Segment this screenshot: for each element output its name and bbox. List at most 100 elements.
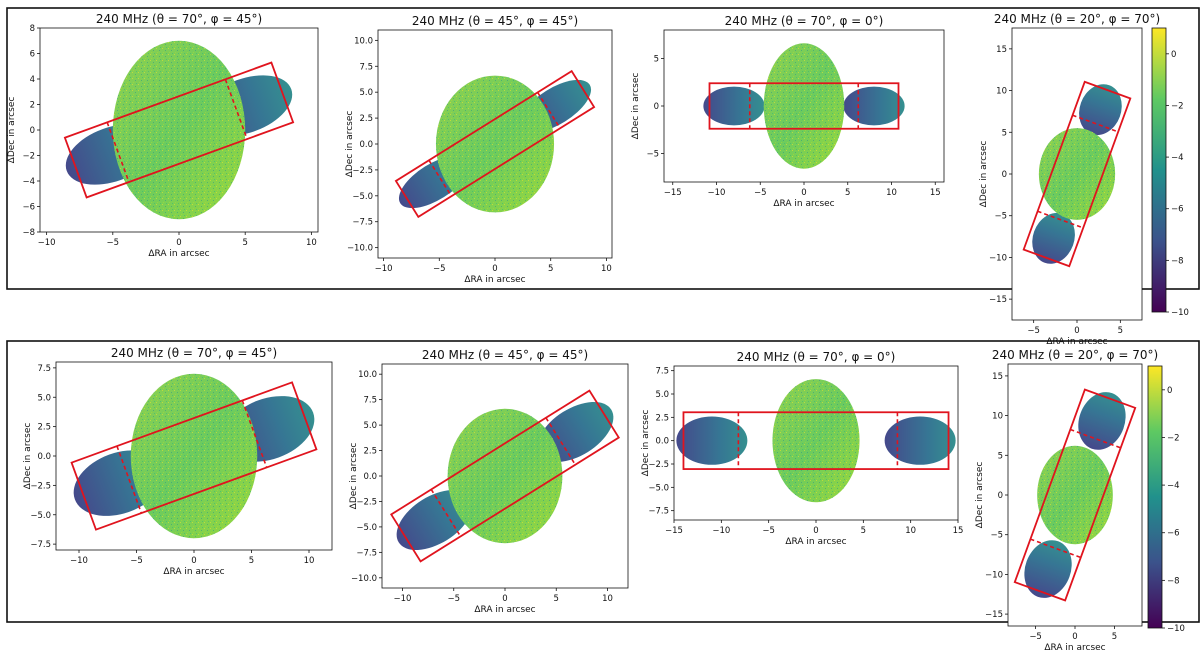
x-tick-label: 0: [191, 556, 196, 566]
lobe-left: [703, 86, 765, 126]
y-tick-label: 0: [654, 102, 659, 112]
panel-6: −10 −5 0 5 10 10.0 7.5 5.0 2.5 0.0 −2.5 −5.0 −7.5 −10…: [349, 348, 629, 615]
y-tick-label: −4: [22, 177, 35, 187]
y-axis-label: ΔDec in arcsec: [349, 443, 359, 510]
y-tick-label: −8: [22, 228, 35, 238]
band-divider: [116, 445, 143, 514]
x-tick-label: 15: [953, 526, 964, 536]
y-tick-label: 15: [996, 45, 1007, 55]
x-axis-label: ΔRA in arcsec: [785, 537, 846, 547]
body-texture: [130, 373, 258, 539]
y-tick-label: 5.0: [363, 421, 377, 431]
colorbar-tick-label: 0: [1171, 50, 1176, 60]
y-tick-label: 2.5: [359, 114, 373, 124]
y-tick-label: −7.5: [648, 507, 669, 517]
y-tick-label: 2.5: [655, 413, 669, 423]
panel-2: −10 −5 0 5 10 10.0 7.5 5.0 2.5 0.0 −2.5 −5.0 −7.5 −10…: [345, 14, 613, 285]
colorbar-tick-label: −8: [1171, 256, 1184, 266]
band-divider: [1070, 428, 1121, 449]
jet-region-box: [63, 61, 295, 199]
panel-5: −10 −5 0 5 10 7.5 5.0 2.5 0.0 −2.5 −5.0 −7.5 240 MHz…: [23, 346, 333, 577]
x-axis-label: ΔRA in arcsec: [773, 199, 834, 209]
y-axis-label: ΔDec in arcsec: [23, 423, 33, 490]
panel-title: 240 MHz (θ = 45°, φ = 45°): [422, 348, 588, 362]
y-tick-label: −7.5: [30, 540, 51, 550]
panel-title: 240 MHz (θ = 20°, φ = 70°): [994, 12, 1160, 26]
y-tick-label: 2.5: [363, 447, 377, 457]
y-tick-label: 15: [992, 372, 1003, 382]
x-axis-label: ΔRA in arcsec: [464, 275, 525, 285]
panel-title: 240 MHz (θ = 70°, φ = 45°): [111, 346, 277, 360]
x-tick-label: 0: [813, 526, 818, 536]
x-tick-label: 5: [1112, 632, 1117, 642]
colorbar-tick-label: −10: [1171, 308, 1189, 318]
y-tick-label: −2.5: [30, 481, 51, 491]
y-axis-label: ΔDec in arcsec: [7, 97, 17, 164]
y-tick-label: −5.0: [352, 192, 373, 202]
x-tick-label: −10: [712, 526, 730, 536]
y-tick-label: −2.5: [648, 460, 669, 470]
y-tick-label: −5: [646, 150, 659, 160]
panel-3: −15 −10 −5 0 5 10 15 5 0 −5 240 MHz (θ = 70°, φ = …: [631, 14, 945, 209]
x-tick-label: 10: [306, 238, 317, 248]
band-divider: [536, 91, 561, 129]
x-axis-label: ΔRA in arcsec: [474, 605, 535, 615]
x-tick-label: −5: [1027, 326, 1040, 336]
y-tick-label: −5: [990, 531, 1003, 541]
jet-region-box: [1022, 80, 1132, 268]
colorbar-tick-label: −8: [1167, 576, 1180, 586]
y-tick-label: −5.0: [356, 523, 377, 533]
band-divider: [241, 400, 268, 468]
colorbar-tick-label: −4: [1167, 481, 1180, 491]
jet-region-box: [394, 69, 596, 219]
y-tick-label: −5.0: [30, 511, 51, 521]
x-tick-label: 10: [304, 556, 315, 566]
panel-4: −5 0 5 15 10 5 0 −5 −10 −15 240 MHz (θ = 20°, φ = …: [979, 12, 1160, 347]
lobe-right: [843, 86, 905, 126]
jet-region-box: [389, 389, 621, 563]
x-tick-label: 5: [242, 238, 247, 248]
lobe-right: [1078, 392, 1126, 450]
emission-map: [1032, 84, 1122, 264]
x-tick-label: 5: [1118, 326, 1123, 336]
panel-title: 240 MHz (θ = 45°, φ = 45°): [412, 14, 578, 28]
emission-map: [398, 75, 592, 213]
y-tick-label: 10.0: [358, 370, 377, 380]
y-tick-label: −7.5: [356, 548, 377, 558]
y-tick-label: −10: [985, 570, 1003, 580]
jet-region-box: [682, 411, 950, 470]
y-tick-label: −7.5: [352, 218, 373, 228]
body-texture: [1037, 445, 1113, 545]
x-tick-label: −5: [754, 188, 767, 198]
lobe-right: [1079, 84, 1122, 136]
y-tick-label: 5: [998, 451, 1003, 461]
y-tick-label: 7.5: [359, 62, 373, 72]
lobe-left: [676, 416, 748, 465]
x-tick-label: 10: [601, 264, 612, 274]
lobe-left: [1024, 540, 1072, 598]
y-tick-label: −15: [985, 610, 1003, 620]
y-tick-label: −6: [22, 203, 35, 213]
body-texture: [772, 379, 860, 503]
x-tick-label: 5: [554, 594, 559, 604]
colorbar-1: 0 −2 −4 −6 −8 −10: [1151, 27, 1189, 318]
body-texture: [112, 40, 246, 220]
y-tick-label: −2.5: [352, 166, 373, 176]
x-axis-label: ΔRA in arcsec: [1044, 643, 1105, 653]
body-texture: [1038, 128, 1116, 220]
y-tick-label: 10.0: [354, 36, 373, 46]
y-axis-label: ΔDec in arcsec: [631, 73, 641, 140]
body-texture: [763, 43, 845, 169]
y-tick-label: 0.0: [655, 437, 669, 447]
panel-title: 240 MHz (θ = 20°, φ = 70°): [992, 348, 1158, 362]
x-tick-label: 5: [548, 264, 553, 274]
x-tick-label: 5: [249, 556, 254, 566]
y-tick-label: 4: [30, 75, 35, 85]
x-tick-label: −5: [1029, 632, 1042, 642]
emission-map: [703, 43, 905, 169]
x-tick-label: −10: [70, 556, 88, 566]
x-tick-label: −5: [130, 556, 143, 566]
y-axis-label: ΔDec in arcsec: [345, 111, 355, 178]
colorbar-2: 0 −2 −4 −6 −8 −10: [1147, 365, 1185, 634]
